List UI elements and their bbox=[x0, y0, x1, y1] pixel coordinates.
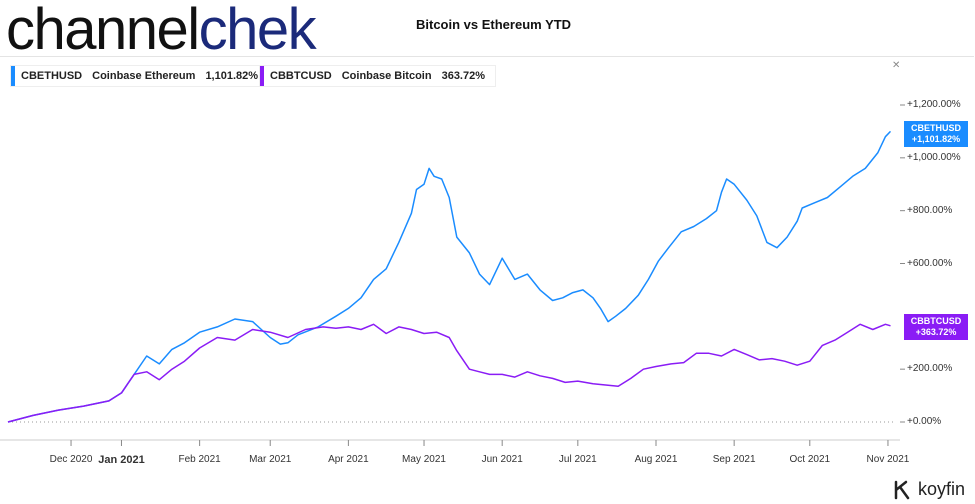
x-tick-label: Mar 2021 bbox=[249, 454, 292, 465]
x-tick-label: Nov 2021 bbox=[866, 454, 910, 465]
x-tick-label: Aug 2021 bbox=[634, 454, 678, 465]
x-tick-label: Dec 2020 bbox=[49, 454, 93, 465]
x-tick-label: May 2021 bbox=[402, 454, 446, 465]
legend-btc-value: 363.72% bbox=[441, 70, 486, 82]
x-tick-label: Feb 2021 bbox=[178, 454, 221, 465]
x-tick-label: Apr 2021 bbox=[328, 454, 369, 465]
legend-eth-desc: Coinbase Ethereum bbox=[92, 70, 196, 82]
x-tick-label: Oct 2021 bbox=[789, 454, 831, 465]
x-tick-label: Jul 2021 bbox=[558, 454, 597, 465]
close-icon[interactable]: ✕ bbox=[892, 60, 901, 71]
y-tick-label: +0.00% bbox=[907, 416, 942, 427]
y-tick-label: +600.00% bbox=[907, 257, 953, 269]
series-line-cbethusd bbox=[7, 130, 892, 423]
legend-eth-swatch bbox=[11, 66, 15, 86]
legend-eth-ticker: CBETHUSD bbox=[21, 70, 83, 82]
tag-eth: CBETHUSD +1,101.82% bbox=[904, 121, 968, 147]
koyfin-icon bbox=[894, 480, 910, 499]
x-tick-label: Jan 2021 bbox=[98, 454, 145, 466]
legend-btc-desc: Coinbase Bitcoin bbox=[341, 70, 432, 82]
legend-btc-swatch bbox=[260, 66, 264, 86]
channelchek-logo: channelchek bbox=[6, 0, 317, 62]
legend-eth[interactable]: CBETHUSD Coinbase Ethereum 1,101.82% bbox=[10, 65, 270, 87]
legend-eth-value: 1,101.82% bbox=[205, 70, 259, 82]
koyfin-text: koyfin bbox=[917, 479, 965, 499]
tag-btc: CBBTCUSD +363.72% bbox=[904, 314, 968, 340]
y-tick-label: +1,200.00% bbox=[907, 99, 961, 110]
x-tick-label: Jun 2021 bbox=[481, 454, 523, 465]
chart-frame bbox=[0, 56, 974, 504]
series-line-cbbtcusd bbox=[7, 323, 891, 423]
tag-btc-ticker: CBBTCUSD bbox=[910, 316, 962, 326]
legend-btc[interactable]: CBBTCUSD Coinbase Bitcoin 363.72% bbox=[259, 65, 497, 87]
legend-btc-ticker: CBBTCUSD bbox=[270, 70, 332, 82]
x-tick-label: Sep 2021 bbox=[712, 454, 756, 465]
tag-btc-value: +363.72% bbox=[915, 327, 957, 337]
y-tick-label: +200.00% bbox=[907, 363, 953, 375]
y-tick-label: +1,000.00% bbox=[907, 151, 961, 163]
koyfin-brand: koyfin bbox=[894, 479, 965, 500]
y-tick-label: +800.00% bbox=[907, 204, 953, 216]
chart-title: Bitcoin vs Ethereum YTD bbox=[416, 17, 572, 32]
tag-eth-value: +1,101.82% bbox=[911, 134, 961, 144]
tag-eth-ticker: CBETHUSD bbox=[910, 123, 961, 133]
